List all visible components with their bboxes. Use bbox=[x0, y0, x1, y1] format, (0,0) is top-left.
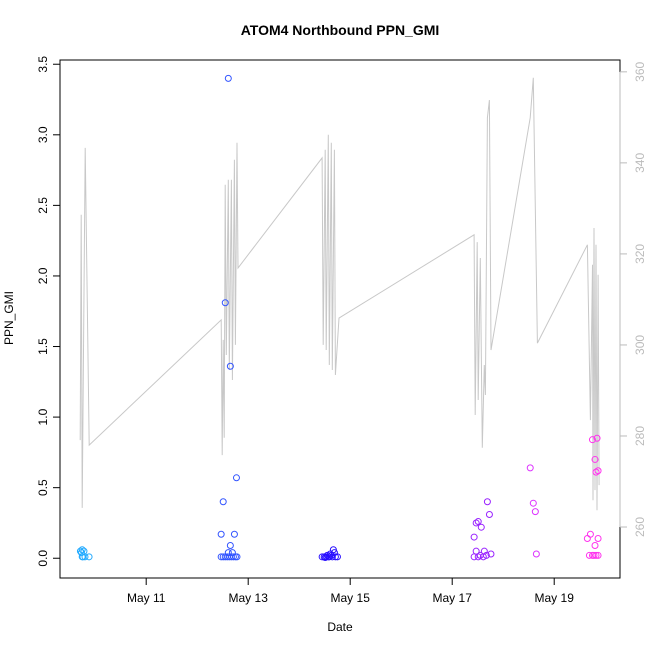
chart-title: ATOM4 Northbound PPN_GMI bbox=[241, 22, 440, 38]
y2-tick-label: 300 bbox=[633, 335, 647, 355]
data-point-group6 bbox=[590, 551, 598, 559]
x-tick-label: May 17 bbox=[433, 591, 473, 605]
data-point-group2 bbox=[224, 74, 232, 82]
data-point-group2 bbox=[226, 362, 234, 370]
data-point-group5 bbox=[529, 499, 537, 507]
data-point-group3 bbox=[333, 553, 341, 561]
y2-axis: 260 280 300 320 340 360 bbox=[619, 62, 647, 537]
y-tick-label: 0.5 bbox=[36, 479, 50, 496]
data-point-group5 bbox=[532, 550, 540, 558]
data-point-group3 bbox=[331, 553, 339, 561]
data-point-group4 bbox=[487, 550, 495, 558]
y-axis-label: PPN_GMI bbox=[2, 291, 16, 345]
x-tick-label: May 11 bbox=[127, 591, 166, 605]
y-axis: 0.0 0.5 1.0 1.5 2.0 2.5 3.0 3.5 bbox=[36, 56, 61, 567]
plot-frame bbox=[59, 59, 621, 579]
data-point-group6 bbox=[585, 551, 593, 559]
data-point-group3 bbox=[328, 553, 336, 561]
y2-tick-label: 280 bbox=[633, 426, 647, 446]
data-point-group2 bbox=[219, 498, 227, 506]
y-tick-label: 2.5 bbox=[36, 197, 50, 214]
data-point-group4 bbox=[474, 553, 482, 561]
data-point-group4 bbox=[482, 551, 490, 559]
y-tick-label: 2.0 bbox=[36, 267, 50, 284]
data-point-group2 bbox=[230, 530, 238, 538]
data-point-group6 bbox=[594, 534, 602, 542]
data-point-group2 bbox=[232, 474, 240, 482]
x-axis: May 11 May 13 May 15 May 17 May 19 bbox=[127, 577, 575, 605]
data-point-group4 bbox=[474, 518, 482, 526]
x-tick-label: May 19 bbox=[535, 591, 575, 605]
data-point-group6 bbox=[594, 551, 602, 559]
line-layer bbox=[79, 77, 600, 511]
x-tick-label: May 15 bbox=[331, 591, 371, 605]
y2-tick-label: 260 bbox=[633, 517, 647, 537]
data-point-group6 bbox=[591, 455, 599, 463]
y-tick-label: 1.0 bbox=[36, 408, 50, 425]
y2-tick-label: 340 bbox=[633, 153, 647, 173]
data-point-group1 bbox=[85, 553, 93, 561]
data-point-group4 bbox=[485, 510, 493, 518]
point-layer bbox=[76, 74, 602, 562]
data-point-group5 bbox=[531, 508, 539, 516]
data-point-group2 bbox=[226, 542, 234, 550]
data-point-group6 bbox=[591, 542, 599, 550]
y-tick-label: 3.0 bbox=[36, 126, 50, 143]
y-tick-label: 3.5 bbox=[36, 56, 50, 73]
data-point-group6 bbox=[594, 467, 602, 475]
data-point-group1 bbox=[78, 553, 86, 561]
data-point-group6 bbox=[583, 534, 591, 542]
data-point-group6 bbox=[593, 434, 601, 442]
series-line bbox=[79, 77, 600, 511]
data-point-group6 bbox=[592, 468, 600, 476]
data-point-group2 bbox=[217, 530, 225, 538]
data-point-group6 bbox=[592, 551, 600, 559]
data-point-group6 bbox=[588, 436, 596, 444]
data-point-group4 bbox=[472, 519, 480, 527]
y-tick-label: 1.5 bbox=[36, 338, 50, 355]
data-point-group4 bbox=[477, 523, 485, 531]
data-point-group4 bbox=[483, 498, 491, 506]
data-point-group2 bbox=[221, 299, 229, 307]
data-point-group2 bbox=[229, 553, 237, 561]
data-point-group1 bbox=[78, 546, 86, 554]
y2-tick-label: 320 bbox=[633, 244, 647, 264]
data-point-group3 bbox=[321, 554, 329, 562]
y2-tick-label: 360 bbox=[633, 62, 647, 82]
data-point-group1 bbox=[81, 553, 89, 561]
data-point-group6 bbox=[586, 530, 594, 538]
x-axis-label: Date bbox=[327, 620, 353, 634]
data-point-group4 bbox=[470, 553, 478, 561]
data-point-group5 bbox=[526, 464, 534, 472]
data-point-group4 bbox=[470, 533, 478, 541]
x-tick-label: May 13 bbox=[229, 591, 269, 605]
y-tick-label: 0.0 bbox=[36, 550, 50, 567]
data-point-group2 bbox=[233, 553, 241, 561]
